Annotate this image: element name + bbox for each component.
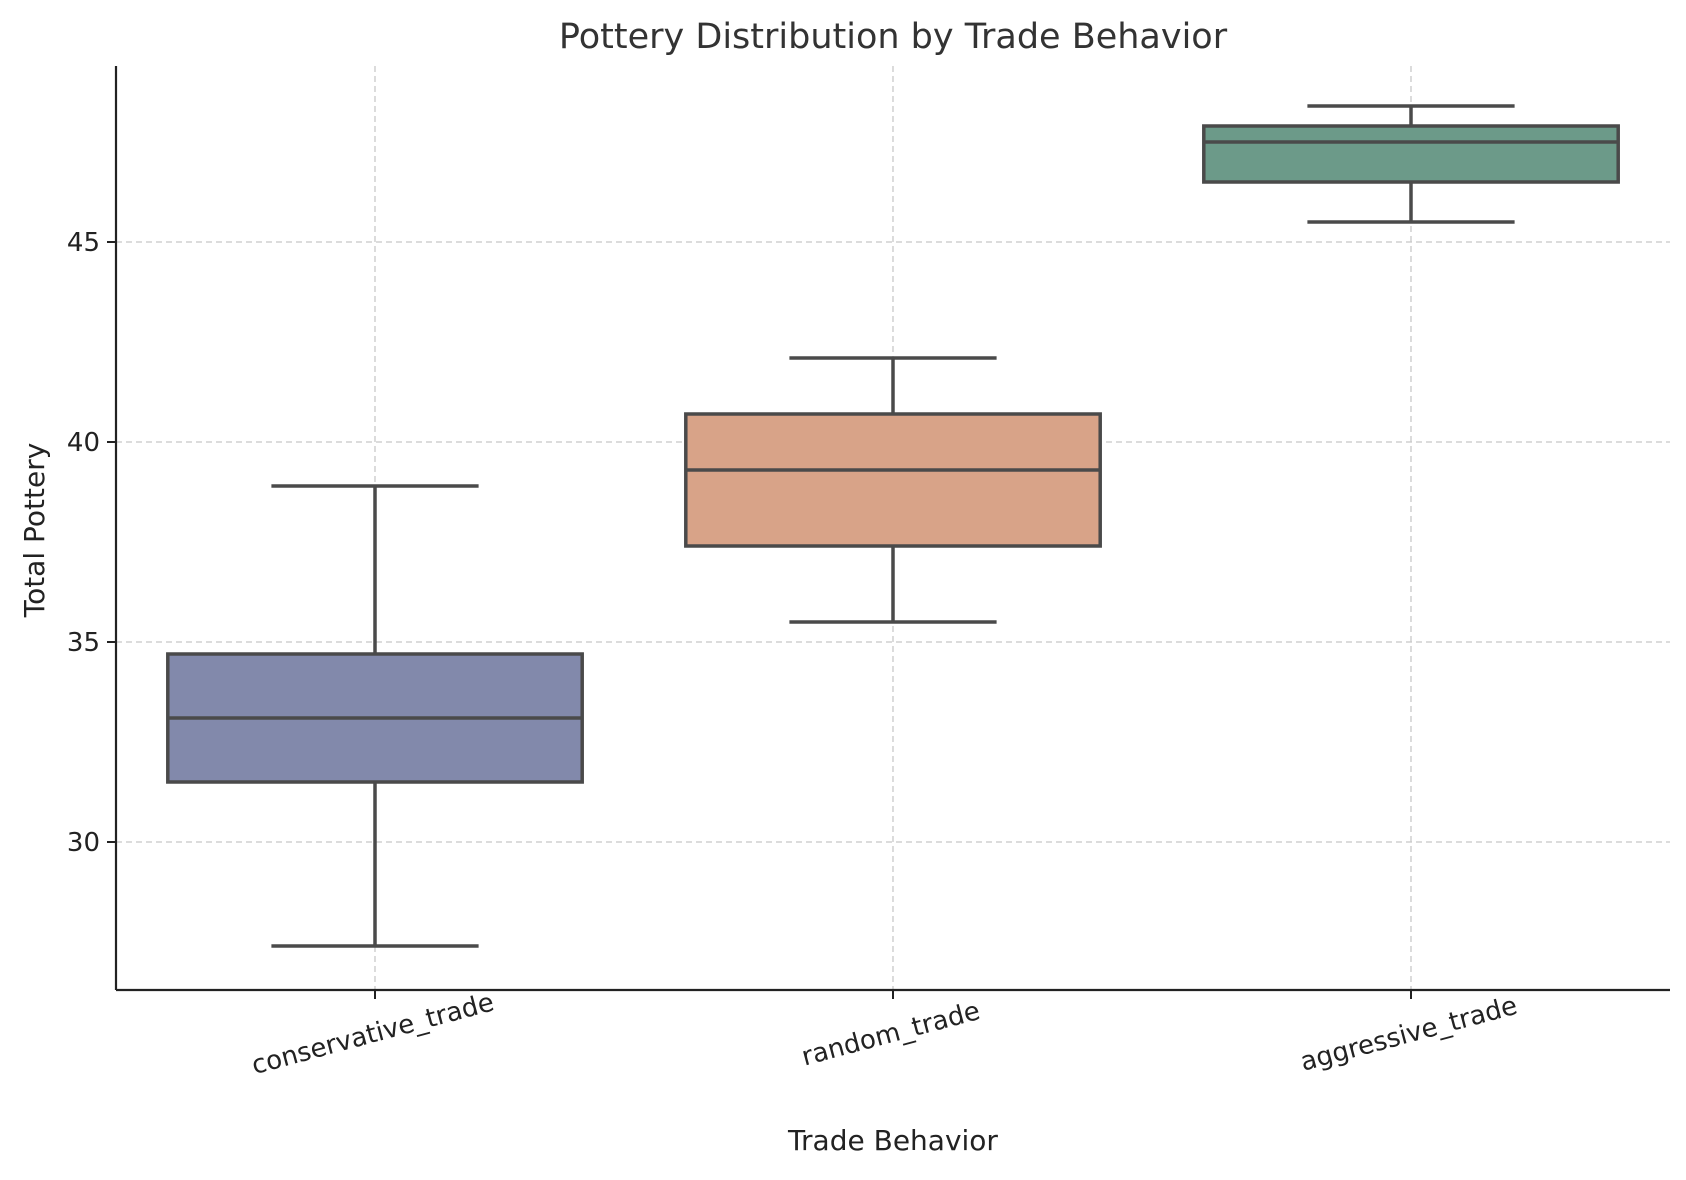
- x-axis-label: Trade Behavior: [787, 1124, 998, 1157]
- iqr-box: [684, 412, 1102, 548]
- y-axis-label: Total Pottery: [18, 443, 51, 619]
- y-tick-label: 35: [67, 628, 100, 658]
- box-aggressive_trade: [1202, 104, 1620, 224]
- boxes: [166, 104, 1620, 948]
- x-tick-label: conservative_trade: [249, 988, 498, 1082]
- chart-title: Pottery Distribution by Trade Behavior: [559, 17, 1228, 57]
- box-conservative_trade: [166, 484, 584, 948]
- y-tick-label: 45: [67, 228, 100, 258]
- box-random_trade: [684, 356, 1102, 624]
- x-tick-label: aggressive_trade: [1297, 991, 1520, 1078]
- y-tick-label: 40: [67, 428, 100, 458]
- y-tick-label: 30: [67, 828, 100, 858]
- x-tick-label: random_trade: [799, 996, 984, 1072]
- iqr-box: [1202, 124, 1620, 184]
